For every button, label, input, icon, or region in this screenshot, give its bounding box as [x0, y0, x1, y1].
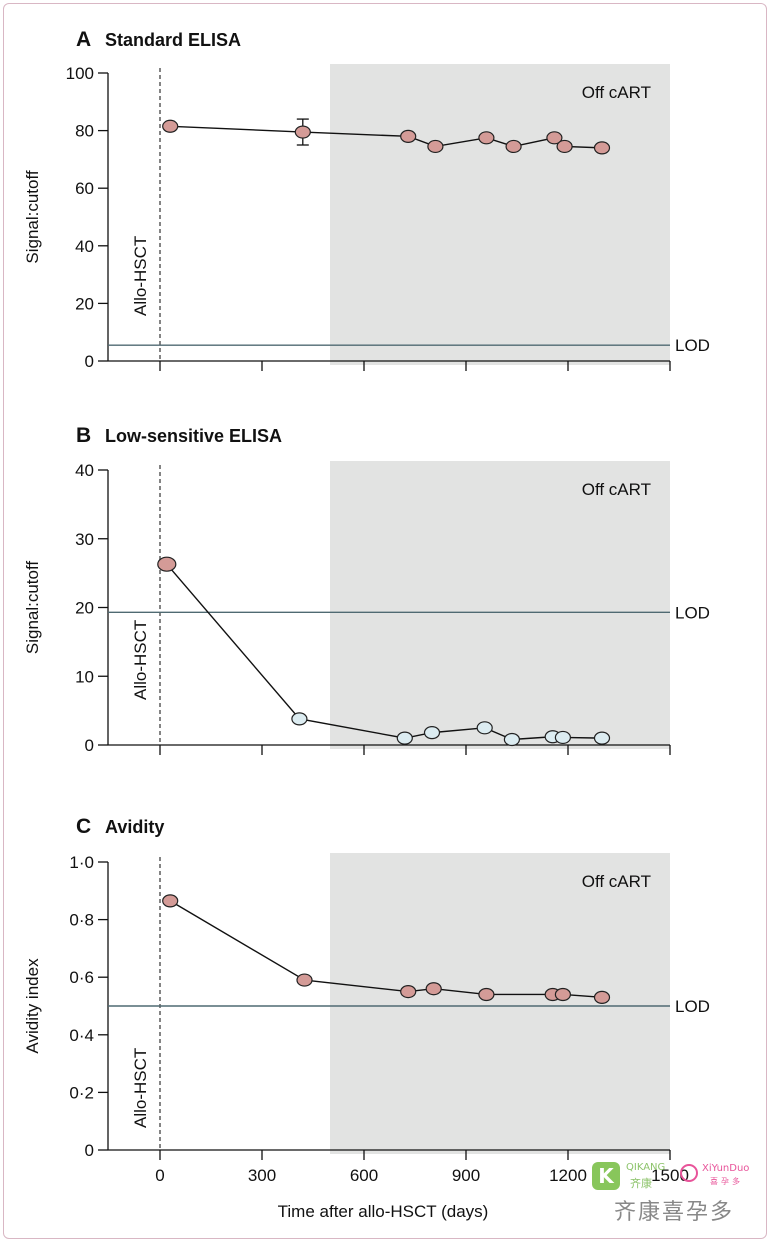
data-point [554, 730, 572, 745]
figure-frame [3, 3, 767, 1239]
data-point [423, 726, 441, 740]
y-tick-label: 30 [75, 530, 94, 549]
allo-hsct-label: Allo-HSCT [131, 1048, 150, 1128]
y-tick-label: 40 [75, 237, 94, 256]
watermark: K QIKANG 齐康 XiYunDuo 喜孕多 齐康喜孕多 [588, 1152, 768, 1242]
data-point [476, 721, 493, 735]
x-tick-label: 900 [452, 1166, 480, 1185]
data-point [478, 131, 495, 145]
y-axis-label: Signal:cutoff [23, 561, 42, 655]
data-point [294, 125, 311, 139]
data-point [400, 984, 417, 999]
lod-label: LOD [675, 603, 710, 622]
y-tick-label: 1·0 [69, 853, 94, 872]
data-point [162, 119, 179, 133]
data-point [554, 987, 572, 1002]
lod-label: LOD [675, 336, 710, 355]
y-axis-label: Avidity index [23, 958, 42, 1054]
data-point [427, 139, 444, 154]
watermark-brand2-en: XiYunDuo [702, 1163, 750, 1174]
data-point [593, 990, 611, 1004]
allo-hsct-label: Allo-HSCT [131, 620, 150, 700]
y-tick-label: 0 [85, 736, 94, 755]
off-cart-label: Off cART [582, 83, 651, 102]
x-tick-label: 1200 [549, 1166, 587, 1185]
panel-b: Off cART B Low-sensitive ELISA 0 10 20 30 40 Sig… [23, 424, 710, 755]
y-tick-label: 60 [75, 179, 94, 198]
watermark-brand-en: QIKANG [626, 1162, 666, 1173]
data-point [157, 556, 177, 572]
y-tick-label: 20 [75, 599, 94, 618]
data-point [556, 139, 573, 154]
data-point [396, 731, 413, 745]
y-axis-label: Signal:cutoff [23, 170, 42, 264]
y-tick-label: 40 [75, 461, 94, 480]
data-point [162, 894, 179, 908]
data-point [546, 131, 563, 145]
y-tick-label: 0·6 [69, 968, 94, 987]
y-tick-label: 0·4 [69, 1026, 94, 1045]
panel-letter: C [76, 815, 91, 838]
y-tick-label: 20 [75, 294, 94, 313]
qikang-logo-icon: K [592, 1162, 620, 1190]
panel-c: Off cART C Avidity 0 0·2 0·4 0·6 0·8 1·0 Avidity … [23, 815, 710, 1221]
off-cart-region [330, 461, 670, 749]
data-point [296, 973, 313, 987]
y-tick-label: 10 [75, 667, 94, 686]
watermark-brand2-cn: 喜孕多 [710, 1177, 743, 1186]
y-tick-label: 80 [75, 122, 94, 141]
watermark-brand-cn: 齐康 [630, 1177, 652, 1190]
x-tick-label: 600 [350, 1166, 378, 1185]
panel-a: Off cART A Standard ELISA 0 20 40 60 80 100 Signa… [23, 28, 710, 371]
y-tick-label: 0 [85, 1141, 94, 1160]
data-point [400, 129, 417, 143]
data-point [291, 712, 308, 726]
x-tick-label: 0 [155, 1166, 164, 1185]
allo-hsct-label: Allo-HSCT [131, 236, 150, 316]
data-point [505, 139, 522, 154]
data-point [593, 731, 611, 745]
x-tick-label: 300 [248, 1166, 276, 1185]
y-tick-label: 0·8 [69, 911, 94, 930]
y-tick-label: 0·2 [69, 1083, 94, 1102]
off-cart-region [330, 64, 670, 365]
panel-title: Low-sensitive ELISA [105, 426, 282, 446]
xiyunduo-logo-icon [680, 1164, 698, 1182]
y-tick-label: 100 [66, 64, 94, 83]
data-point [593, 141, 611, 155]
panel-letter: B [76, 424, 91, 447]
watermark-footer: 齐康喜孕多 [614, 1200, 735, 1225]
data-point [503, 732, 520, 747]
panel-letter: A [76, 28, 91, 51]
data-point [425, 982, 442, 996]
y-tick-label: 0 [85, 352, 94, 371]
off-cart-region [330, 853, 670, 1154]
data-point [478, 987, 495, 1002]
x-tick-label: 1500 [651, 1166, 689, 1185]
off-cart-label: Off cART [582, 872, 651, 891]
panel-title: Standard ELISA [105, 30, 241, 50]
off-cart-label: Off cART [582, 480, 651, 499]
x-axis-label: Time after allo-HSCT (days) [278, 1202, 489, 1221]
panel-title: Avidity [105, 817, 164, 837]
lod-label: LOD [675, 997, 710, 1016]
